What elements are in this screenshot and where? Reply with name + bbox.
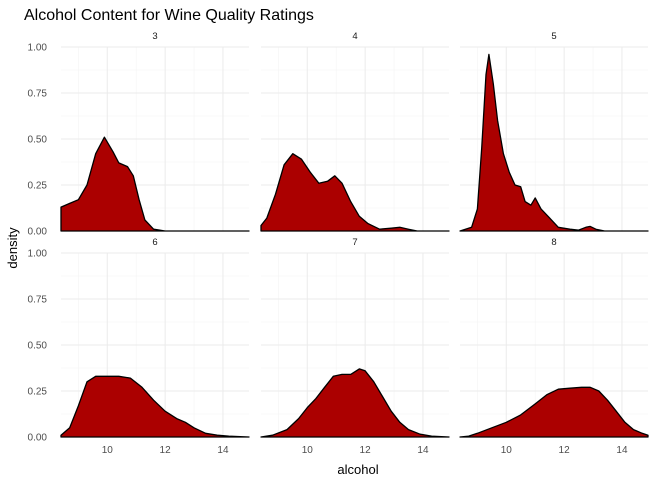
density-area-8: [459, 386, 649, 438]
facet-panels: 3 0.00 0.25 0.50 0.75 1.00 4 5 6 0.00 0.25 0.50 0.75…: [28, 31, 649, 456]
y-tick-label: 0.00: [28, 433, 48, 444]
facet-panel-4: 4: [260, 31, 450, 232]
x-tick-label: 10: [501, 445, 513, 456]
facet-strip-label: 8: [551, 237, 556, 248]
x-axis-title: alcohol: [337, 462, 378, 477]
x-tick-label: 10: [102, 445, 114, 456]
y-tick-label: 0.00: [28, 227, 48, 238]
density-area-4: [260, 153, 450, 232]
density-area-7: [260, 368, 450, 438]
facet-strip-label: 3: [152, 31, 157, 42]
y-tick-label: 1.00: [28, 249, 48, 260]
x-tick-label: 12: [559, 445, 571, 456]
x-tick-label: 14: [616, 445, 628, 456]
facet-strip-label: 4: [352, 31, 357, 42]
density-area-3: [60, 136, 250, 232]
y-tick-label: 0.75: [28, 295, 48, 306]
chart-title: Alcohol Content for Wine Quality Ratings: [24, 7, 314, 24]
facet-panel-7: 7 10 12 14: [260, 237, 450, 456]
y-tick-label: 0.75: [28, 89, 48, 100]
facet-panel-3: 3 0.00 0.25 0.50 0.75 1.00: [28, 31, 250, 238]
facet-panel-8: 8 10 12 14: [459, 237, 649, 456]
y-tick-label: 0.25: [28, 387, 48, 398]
x-tick-label: 14: [217, 445, 229, 456]
density-area-5: [459, 53, 649, 232]
x-tick-label: 14: [417, 445, 429, 456]
y-tick-label: 0.50: [28, 341, 48, 352]
facet-panel-6: 6 0.00 0.25 0.50 0.75 1.00 10 12 14: [28, 237, 250, 456]
x-tick-label: 12: [360, 445, 372, 456]
y-tick-label: 0.50: [28, 135, 48, 146]
y-tick-label: 0.25: [28, 181, 48, 192]
facet-strip-label: 5: [551, 31, 556, 42]
facet-strip-label: 6: [152, 237, 157, 248]
x-tick-label: 12: [160, 445, 172, 456]
facet-panel-5: 5: [459, 31, 649, 232]
x-tick-label: 10: [302, 445, 314, 456]
density-area-6: [60, 375, 250, 438]
y-tick-label: 1.00: [28, 43, 48, 54]
facet-strip-label: 7: [352, 237, 357, 248]
y-axis-title: density: [5, 227, 20, 269]
